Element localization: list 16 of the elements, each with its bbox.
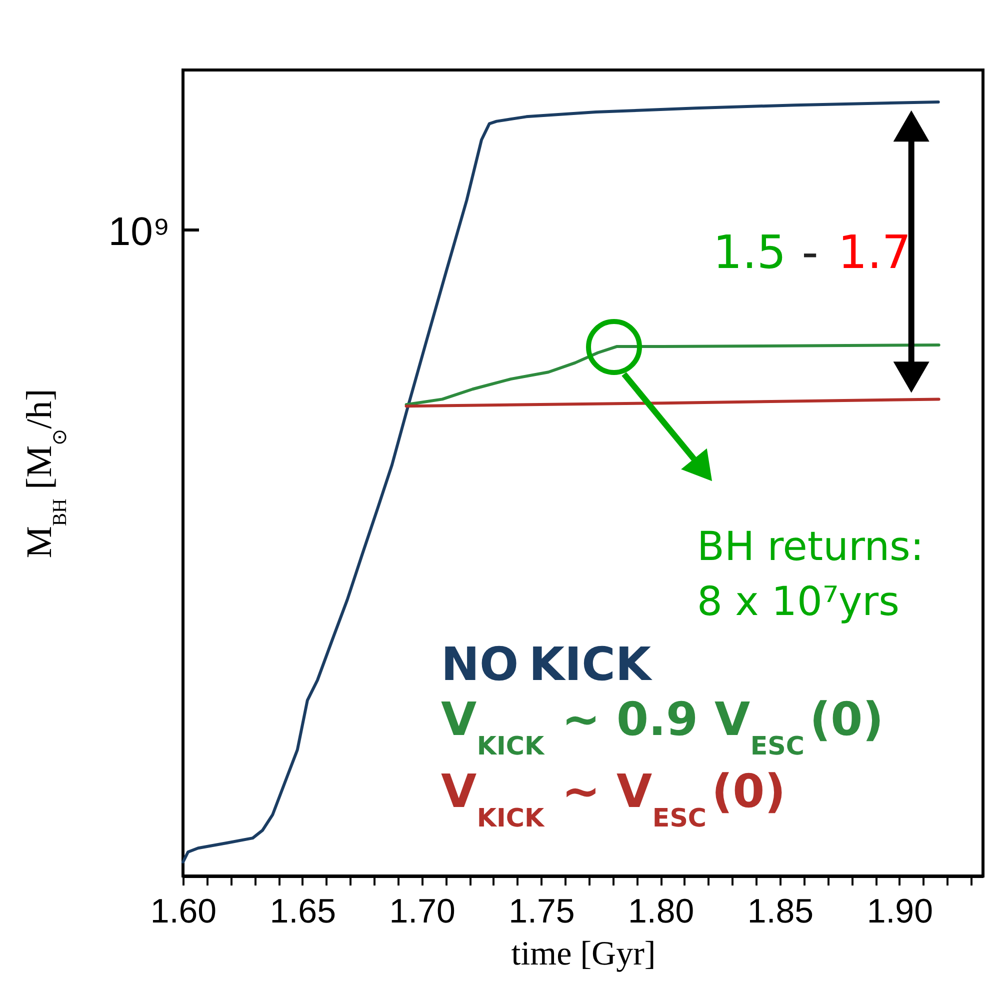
annotation: 1.7	[838, 225, 912, 279]
x-tick-label: 1.70	[389, 892, 456, 930]
x-tick-label: 1.65	[270, 892, 336, 930]
annotation: 8 x 10⁷yrs	[697, 579, 900, 625]
y-axis-title: MBH [M⊙/h]	[19, 388, 72, 558]
x-tick-label: 1.80	[628, 892, 694, 930]
x-tick-label: 1.75	[508, 892, 575, 930]
text: 10⁹	[108, 210, 170, 254]
x-axis-title: time [Gyr]	[511, 936, 656, 972]
x-tick-label: 1.90	[866, 892, 934, 930]
annotation: -	[802, 225, 818, 279]
annotation: 1.5	[713, 225, 786, 279]
x-tick-label: 1.85	[747, 892, 814, 930]
annotation: BH returns:	[697, 524, 924, 570]
x-tick-label: 1.60	[150, 892, 217, 930]
text: NO KICK	[441, 637, 654, 691]
